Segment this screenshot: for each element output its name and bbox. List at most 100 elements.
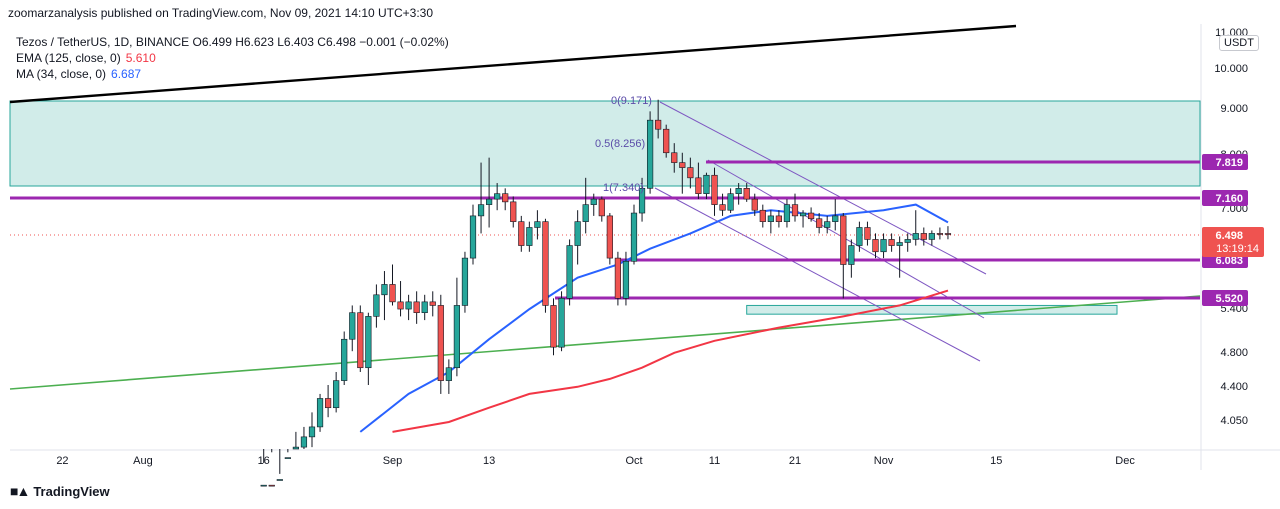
candle-body <box>679 162 686 168</box>
candle-body <box>896 242 903 246</box>
candle-body <box>284 457 291 459</box>
candle-body <box>655 119 662 130</box>
ema-series-line <box>392 289 949 433</box>
last-price-value: 6.498 <box>1215 230 1243 242</box>
candle-body <box>292 446 300 450</box>
ema-value: 5.610 <box>125 51 156 65</box>
support-resistance-zone <box>9 100 1201 187</box>
x-tick-label: Oct <box>625 455 642 467</box>
candle-body <box>888 239 895 246</box>
channel-lower <box>654 187 981 362</box>
x-tick-label: 16 <box>258 455 270 467</box>
candle-body <box>912 233 919 240</box>
candle-body <box>558 298 565 348</box>
fib-label: 1(7.340) <box>603 182 644 194</box>
level-price-badge <box>1202 290 1248 306</box>
x-tick-label: 11 <box>709 455 720 467</box>
candle-body <box>308 426 316 438</box>
candle-body <box>389 284 396 303</box>
candle-body <box>646 119 654 189</box>
candle-body <box>510 201 517 222</box>
candle-body <box>799 212 807 217</box>
candle-body <box>759 209 766 222</box>
candle-body <box>316 398 324 428</box>
ma-label: MA (34, close, 0) <box>16 67 107 81</box>
ma-series-line <box>359 203 949 433</box>
support-resistance-zone <box>746 304 1118 315</box>
candle-body <box>856 227 863 246</box>
candle-body <box>928 233 935 240</box>
footer-brand: TradingView <box>33 483 110 499</box>
candle-body <box>445 367 452 381</box>
candle-body <box>365 316 372 369</box>
candle-body <box>711 174 718 205</box>
candle-body <box>743 188 750 200</box>
last-price-badge <box>1202 227 1264 257</box>
legend-main: Tezos / TetherUS, 1D, BINANCE O6.499 H6.… <box>16 35 449 49</box>
x-tick-label: Dec <box>1115 455 1135 467</box>
candle-body <box>574 221 581 246</box>
x-tick-label: 13 <box>483 455 495 467</box>
candle-body <box>775 215 782 222</box>
candle-body <box>606 215 613 259</box>
candle-body <box>421 301 428 314</box>
candle-body <box>663 128 670 154</box>
x-tick-label: Aug <box>133 455 153 467</box>
candle-body <box>276 479 283 481</box>
candle-body <box>534 221 541 228</box>
black-trendline <box>9 24 1017 104</box>
x-tick-label: 15 <box>990 455 1002 467</box>
candle-body <box>727 193 734 211</box>
candle-body <box>268 484 275 487</box>
candle-body <box>735 188 742 194</box>
candle-body <box>357 312 364 369</box>
candle-body <box>719 204 726 211</box>
candle-body <box>550 305 557 348</box>
candle-body <box>598 198 605 217</box>
candle-body <box>373 294 380 317</box>
candle-body <box>566 245 573 299</box>
candle-body <box>300 436 308 448</box>
candle-body <box>783 204 791 222</box>
candle-body <box>429 301 436 306</box>
fib-label: 0(9.171) <box>611 95 652 107</box>
level-price-text: 7.819 <box>1215 157 1243 169</box>
candle-body <box>630 212 638 262</box>
candle-body <box>485 198 493 205</box>
x-tick-label: 21 <box>789 455 801 467</box>
candle-body <box>260 484 267 487</box>
candle-body <box>622 260 630 299</box>
candle-body <box>453 305 461 369</box>
candle-body <box>469 215 477 259</box>
candle-body <box>671 152 678 163</box>
tradingview-footer[interactable]: ■▲ TradingView <box>10 483 110 499</box>
candle-body <box>437 305 444 381</box>
candle-body <box>840 215 847 265</box>
candle-body <box>518 221 525 246</box>
candle-body <box>477 204 485 217</box>
green-trendline <box>9 295 1201 390</box>
candle-body <box>880 239 887 253</box>
y-tick-label: 9.000 <box>1220 103 1248 115</box>
ma-value: 6.687 <box>111 67 142 81</box>
y-tick-label: 10.000 <box>1214 63 1248 75</box>
candle-body <box>502 193 509 203</box>
candle-body <box>413 301 420 314</box>
ema-label: EMA (125, close, 0) <box>16 51 121 65</box>
candle-body <box>333 380 340 409</box>
candle-body <box>494 193 501 200</box>
candle-body <box>751 198 758 211</box>
candle-body <box>461 257 469 306</box>
level-price-text: 7.160 <box>1215 193 1243 205</box>
candle-body <box>381 284 388 296</box>
candle-body <box>944 233 952 235</box>
candle-body <box>816 218 823 228</box>
currency-badge[interactable]: USDT <box>1219 35 1259 51</box>
y-tick-label: 4.400 <box>1220 381 1248 393</box>
candle-body <box>904 239 911 243</box>
candle-body <box>582 204 589 222</box>
level-price-text: 5.520 <box>1215 293 1243 305</box>
candle-body <box>687 167 694 179</box>
fib-label: 0.5(8.256) <box>595 138 645 150</box>
